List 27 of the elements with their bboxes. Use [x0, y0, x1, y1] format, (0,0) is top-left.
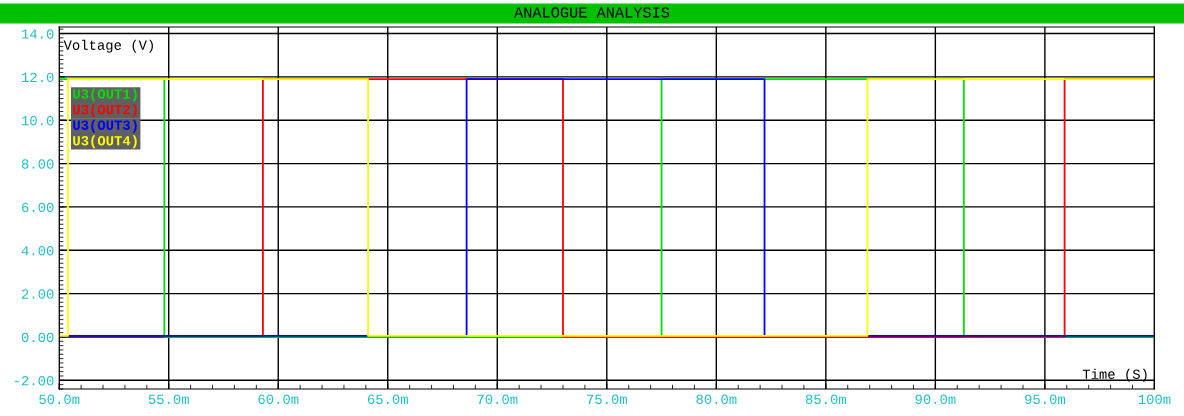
x-tick-label: 90.0m: [915, 394, 956, 405]
x-tick-label: 50.0m: [39, 394, 80, 405]
x-tick-label: 65.0m: [367, 394, 408, 405]
series-label: U3(OUT1): [73, 88, 137, 102]
x-tick-label: 100m: [1138, 394, 1171, 405]
x-tick-label: 55.0m: [148, 394, 189, 405]
y-tick-label: 6.00: [22, 202, 54, 213]
y-tick-label: 4.00: [21, 246, 54, 256]
text: U3(OUT2): [73, 104, 137, 118]
y-tick-label: 8.00: [21, 159, 54, 169]
x-tick-label: 95.0m: [1025, 394, 1065, 405]
x-tick-label: 75.0m: [587, 394, 627, 405]
x-tick-label: 60.0m: [258, 394, 299, 405]
x-tick-label: 80.0m: [696, 394, 737, 405]
y-tick-label: 2.00: [21, 289, 54, 299]
y-tick-label: 10.0: [22, 115, 54, 126]
y-tick-label: 0.00: [21, 332, 54, 343]
x-tick-label: 85.0m: [805, 394, 846, 405]
x-tick-label: 70.0m: [477, 394, 518, 405]
y-tick-label: -2.00: [14, 376, 54, 386]
series-label: U3(OUT4): [73, 135, 137, 149]
y-axis-title: Voltage (V): [63, 39, 153, 53]
text: U3(OUT3): [73, 119, 137, 133]
y-tick-label: 14.0: [22, 29, 54, 39]
y-tick-label: 12.0: [22, 72, 54, 83]
x-axis-title: Time (S): [1082, 368, 1147, 382]
chart-title: ANALOGUE ANALYSIS: [514, 7, 670, 18]
